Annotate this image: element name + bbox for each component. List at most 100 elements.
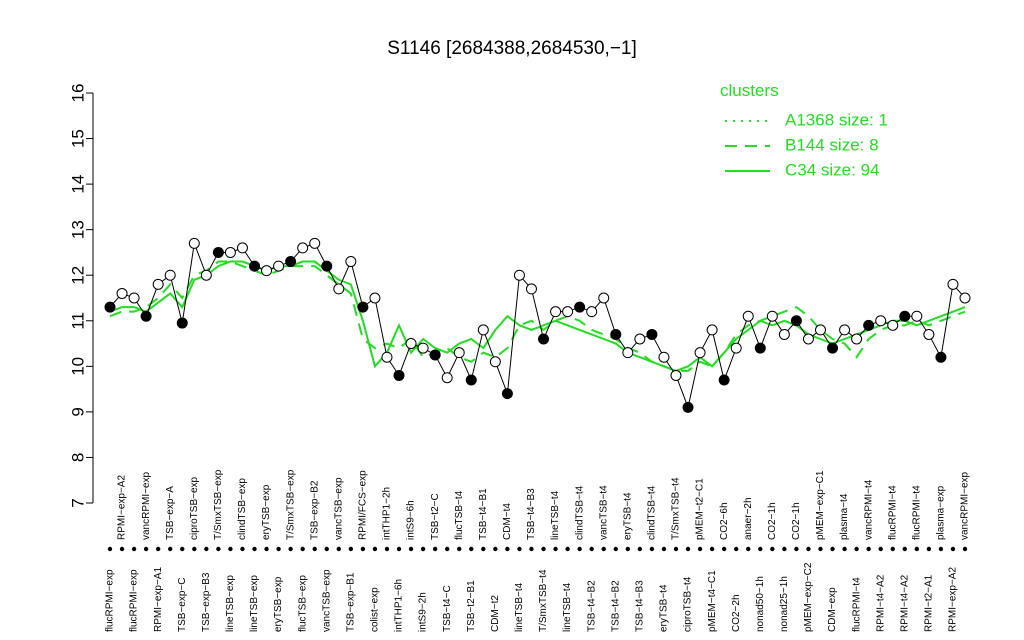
x-tick-label: TSB−t2−C (430, 493, 441, 540)
data-point (441, 372, 453, 384)
data-line (109, 241, 966, 410)
data-point (224, 246, 236, 258)
x-tick-label: pMEM−t2−C1 (695, 478, 706, 540)
x-tick-label: vancRPMI−t4 (863, 479, 874, 540)
rug-mark (264, 546, 269, 552)
rug-mark (216, 546, 221, 552)
rug-mark (637, 546, 643, 552)
data-point (477, 324, 489, 336)
y-tick-label: 7 (68, 498, 87, 507)
data-point (586, 306, 598, 318)
data-point (513, 269, 525, 281)
data-point (212, 246, 224, 258)
data-point (694, 347, 706, 359)
x-tick-label: eryTSB−exp (273, 576, 284, 632)
rug-mark (709, 546, 715, 552)
rug-mark (649, 546, 655, 552)
cluster-line (109, 260, 966, 372)
y-tick-label: 9 (68, 407, 87, 416)
x-tick-label: TSB−t4−B2 (610, 580, 621, 632)
legend-title: clusters (720, 81, 779, 100)
x-tick-label: lineTSB−t4 (562, 582, 573, 632)
data-point (899, 310, 911, 322)
x-tick-label: plasma−exp (936, 485, 947, 540)
data-point (273, 260, 285, 272)
x-tick-label: vancTSB−exp (333, 477, 344, 540)
x-tick-label: flucRPMI−t4 (887, 485, 898, 540)
data-point (152, 278, 164, 290)
x-tick-label: TSB−t4−B3 (634, 580, 645, 632)
x-tick-label: clindTSB−t4 (647, 485, 658, 540)
x-tick-label: ciproTSB−t4 (683, 576, 694, 632)
rug-mark (890, 546, 895, 552)
rug-mark (240, 546, 245, 552)
rug-mark (818, 546, 823, 552)
x-tick-label: CO2−6h (719, 502, 730, 540)
rug-mark (553, 546, 558, 552)
rug-mark (565, 546, 570, 552)
rug-mark (770, 546, 775, 552)
rug-mark (938, 546, 944, 552)
rug-mark (408, 546, 414, 552)
x-tick-label: RPMI−exp−A2 (948, 567, 959, 632)
x-tick-label: T/SmxTSB−t4 (671, 477, 682, 540)
x-tick-label: flucTSB−exp (297, 575, 308, 632)
data-point (574, 301, 586, 313)
y-tick-label: 15 (68, 129, 87, 148)
rug-mark (505, 546, 510, 552)
rug-mark (601, 546, 606, 552)
data-point (790, 315, 802, 327)
rug-mark (300, 546, 305, 552)
x-tick-label: CDM−exp (827, 587, 838, 632)
x-tick-label: RPMI−exp−A2 (117, 475, 128, 540)
rug-mark (577, 546, 582, 552)
data-point (525, 283, 537, 295)
x-tick-label: flucRPMI−exp (105, 569, 116, 632)
data-point (911, 310, 923, 322)
x-tick-label: flucRPMI−exp (129, 569, 140, 632)
data-point (947, 278, 959, 290)
data-point (827, 342, 839, 354)
x-tick-label: eryTSB−t4 (659, 584, 670, 632)
x-tick-label: pMEM−exp−C1 (815, 470, 826, 540)
x-tick-label: vancTSB−exp (321, 569, 332, 632)
data-point (839, 324, 851, 336)
data-point (104, 301, 116, 313)
data-point (321, 260, 333, 272)
rug-mark (457, 546, 462, 552)
x-tick-label: lineTSB−t4 (514, 582, 525, 632)
x-tick-label: TSB−exp−B3 (201, 572, 212, 632)
data-point (682, 401, 694, 413)
x-tick-label: CO2−1h (791, 502, 802, 540)
data-point (164, 269, 176, 281)
rug-mark (673, 546, 679, 552)
x-tick-label: TSB−t4−B1 (478, 488, 489, 540)
x-tick-label: CO2−1h (767, 502, 778, 540)
data-point (333, 283, 345, 295)
rug-mark (360, 546, 366, 552)
chart-title: S1146 [2684388,2684530,−1] (387, 38, 637, 59)
rug-mark (950, 546, 956, 552)
x-tick-label: RPMI−t4−A2 (875, 574, 886, 632)
x-tick-label: intS9−2h (418, 592, 429, 632)
rug-mark (517, 546, 522, 552)
x-tick-label: TSB−exp−A (165, 486, 176, 540)
data-point (489, 356, 501, 368)
data-point (959, 292, 971, 304)
rug-mark (541, 546, 546, 552)
rug-mark (288, 546, 293, 552)
y-tick-label: 12 (68, 266, 87, 285)
data-point (393, 369, 405, 381)
rug-mark (806, 546, 811, 552)
data-point (766, 310, 778, 322)
x-tick-label: intTHP1−2h (382, 487, 393, 540)
data-point (345, 256, 357, 268)
x-tick-label: lineTSB−exp (249, 575, 260, 632)
x-tick-label: CO2−2h (731, 594, 742, 632)
data-point (297, 242, 309, 254)
rug-mark (131, 546, 137, 552)
data-point (754, 342, 766, 354)
data-point (357, 301, 369, 313)
rug-mark (697, 546, 703, 552)
